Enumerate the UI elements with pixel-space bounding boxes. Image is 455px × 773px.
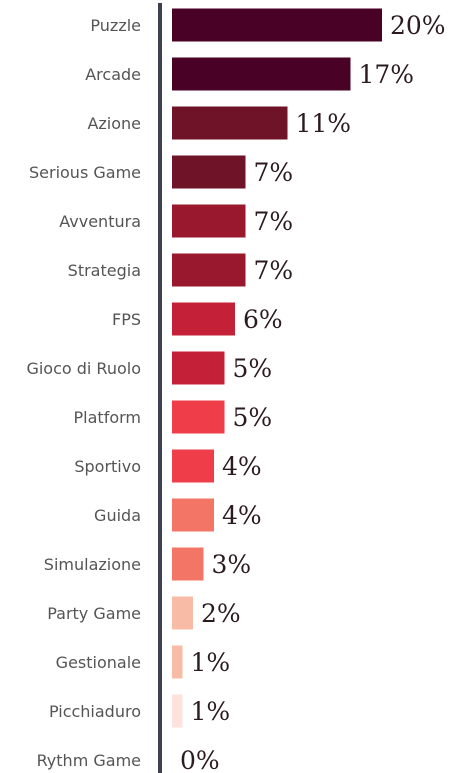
category-label: Picchiaduro	[49, 702, 141, 721]
category-label: Gestionale	[56, 653, 141, 672]
value-label: 6%	[243, 305, 283, 334]
category-label: Puzzle	[90, 16, 141, 35]
value-label: 4%	[222, 501, 262, 530]
bar-gioco-di-ruolo	[172, 351, 225, 385]
category-label: Serious Game	[29, 163, 141, 182]
category-label: Arcade	[85, 65, 141, 84]
bar-serious-game	[172, 155, 246, 189]
bar-simulazione	[172, 547, 204, 581]
category-label: Rythm Game	[37, 751, 141, 770]
bar-party-game	[172, 596, 193, 630]
value-label: 7%	[254, 207, 294, 236]
category-label: Platform	[74, 408, 141, 427]
bar-platform	[172, 400, 225, 434]
category-label: Sportivo	[74, 457, 141, 476]
category-label: Party Game	[47, 604, 141, 623]
value-label: 3%	[212, 550, 252, 579]
category-label: Simulazione	[44, 555, 141, 574]
value-label: 1%	[191, 697, 231, 726]
bar-arcade	[172, 57, 351, 91]
bars-group	[172, 8, 382, 728]
bar-avventura	[172, 204, 246, 238]
value-label: 5%	[233, 354, 273, 383]
bar-puzzle	[172, 8, 382, 42]
value-label: 2%	[201, 599, 241, 628]
value-label: 5%	[233, 403, 273, 432]
value-label: 4%	[222, 452, 262, 481]
category-label: Guida	[94, 506, 141, 525]
bar-strategia	[172, 253, 246, 287]
value-label: 0%	[180, 746, 220, 773]
bar-sportivo	[172, 449, 214, 483]
bar-picchiaduro	[172, 694, 183, 728]
value-label: 1%	[191, 648, 231, 677]
category-label: Avventura	[59, 212, 141, 231]
category-labels: Puzzle Arcade Azione Serious Game Avventura S…	[26, 16, 141, 770]
bar-azione	[172, 106, 288, 140]
bar-fps	[172, 302, 235, 336]
category-label: Gioco di Ruolo	[26, 359, 141, 378]
value-label: 7%	[254, 158, 294, 187]
category-label: Azione	[87, 114, 141, 133]
value-labels: 20%17%11%7%7%7%6%5%5%4%4%3%2%1%1%0%	[180, 11, 446, 773]
category-label: FPS	[112, 310, 141, 329]
bar-gestionale	[172, 645, 183, 679]
bar-guida	[172, 498, 214, 532]
value-label: 20%	[390, 11, 446, 40]
category-label: Strategia	[68, 261, 141, 280]
value-label: 11%	[296, 109, 352, 138]
value-label: 7%	[254, 256, 294, 285]
value-label: 17%	[359, 60, 415, 89]
